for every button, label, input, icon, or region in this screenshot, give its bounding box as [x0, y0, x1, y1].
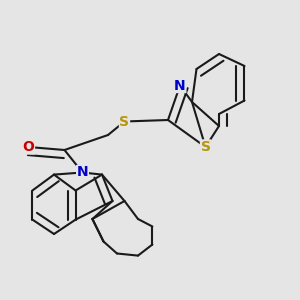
- Text: S: S: [119, 115, 130, 128]
- Text: N: N: [174, 79, 186, 92]
- Text: S: S: [200, 140, 211, 154]
- Text: O: O: [22, 140, 34, 154]
- Text: N: N: [77, 166, 88, 179]
